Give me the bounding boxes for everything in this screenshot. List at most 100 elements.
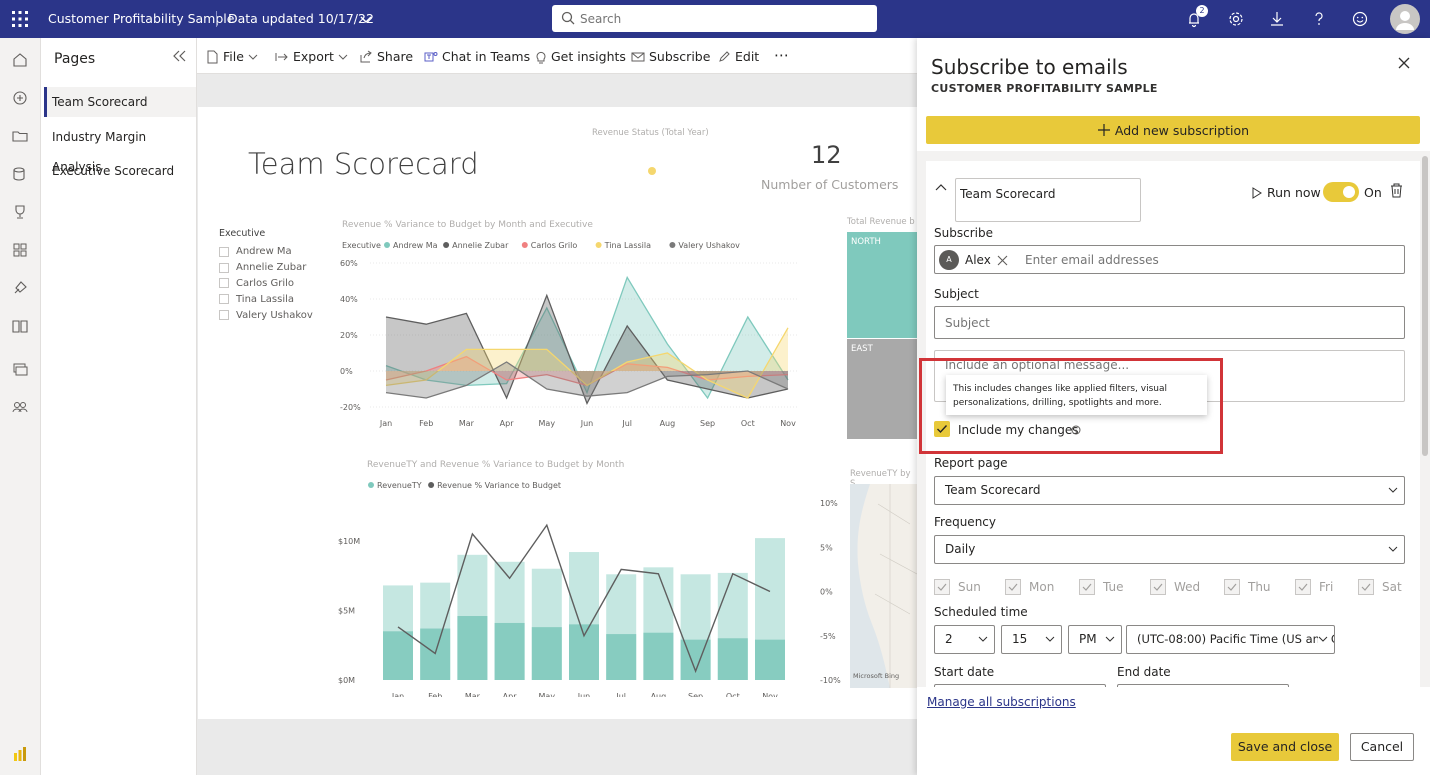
highlight-box xyxy=(919,358,1223,454)
minute-select[interactable]: 15 xyxy=(1001,625,1062,654)
day-checkbox-tue[interactable]: Tue xyxy=(1079,579,1124,595)
end-date-input[interactable] xyxy=(1117,684,1289,687)
day-checkbox-sun[interactable]: Sun xyxy=(934,579,981,595)
timezone-select[interactable]: (UTC-08:00) Pacific Time (US and C xyxy=(1126,625,1335,654)
cancel-button[interactable]: Cancel xyxy=(1350,733,1414,761)
slicer-checkbox[interactable] xyxy=(219,278,229,289)
help-icon[interactable] xyxy=(1309,9,1329,29)
workspaces-icon[interactable] xyxy=(11,360,29,378)
day-label: Tue xyxy=(1103,580,1124,594)
add-new-subscription-button[interactable]: Add new subscription xyxy=(926,116,1420,144)
close-icon[interactable] xyxy=(1397,56,1411,70)
app-title[interactable]: Customer Profitability Sample xyxy=(48,11,235,26)
chevron-down-icon[interactable] xyxy=(359,12,373,26)
slicer-item[interactable]: Tina Lassila xyxy=(219,291,313,307)
email-input[interactable] xyxy=(1025,250,1395,270)
slicer-item[interactable]: Valery Ushakov xyxy=(219,307,313,323)
smiley-icon[interactable] xyxy=(1350,9,1370,29)
pane-scrollbar[interactable] xyxy=(1420,151,1430,687)
kpi-value[interactable]: 12 xyxy=(811,141,842,169)
chevron-up-icon[interactable] xyxy=(935,183,947,193)
datahub-icon[interactable] xyxy=(11,165,29,183)
page-tab-industry-margin-analysis[interactable]: Industry Margin Analysis xyxy=(52,130,147,174)
browse-icon[interactable] xyxy=(11,127,29,145)
trash-icon[interactable] xyxy=(1390,183,1403,198)
save-and-close-button[interactable]: Save and close xyxy=(1231,733,1339,761)
slicer-item[interactable]: Annelie Zubar xyxy=(219,260,313,276)
day-checkbox-thu[interactable]: Thu xyxy=(1224,579,1271,595)
chat-in-teams-button[interactable]: Chat in Teams xyxy=(424,49,530,64)
slicer-checkbox[interactable] xyxy=(219,246,229,257)
report-page-select[interactable]: Team Scorecard xyxy=(934,476,1405,505)
toggle-state-label: On xyxy=(1364,185,1382,200)
day-checkbox-fri[interactable]: Fri xyxy=(1295,579,1333,595)
goals-icon[interactable] xyxy=(11,203,29,221)
subscription-name-input[interactable] xyxy=(955,178,1141,222)
start-date-input[interactable] xyxy=(934,684,1106,687)
export-menu[interactable]: Export xyxy=(275,49,348,64)
subscribe-button[interactable]: Subscribe xyxy=(631,49,710,64)
hour-select[interactable]: 2 xyxy=(934,625,995,654)
day-checkbox-wed[interactable]: Wed xyxy=(1150,579,1200,595)
legend-label: Revenue % Variance to Budget xyxy=(437,481,561,490)
scrollbar-thumb[interactable] xyxy=(1422,156,1428,456)
apps-icon[interactable] xyxy=(11,241,29,259)
revenue-status-indicator[interactable] xyxy=(648,167,656,175)
people-icon[interactable] xyxy=(11,398,29,416)
create-icon[interactable] xyxy=(11,89,29,107)
file-icon xyxy=(207,50,218,63)
page-tab-executive-scorecard[interactable]: Executive Scorecard xyxy=(52,164,175,178)
slicer-checkbox[interactable] xyxy=(219,262,229,273)
search-input[interactable] xyxy=(580,8,870,29)
home-icon[interactable] xyxy=(11,51,29,69)
slicer-item[interactable]: Andrew Ma xyxy=(219,244,313,260)
day-checkbox-mon[interactable]: Mon xyxy=(1005,579,1054,595)
gear-icon[interactable] xyxy=(1226,9,1246,29)
subscription-toggle[interactable] xyxy=(1323,182,1359,202)
download-icon[interactable] xyxy=(1267,9,1287,29)
collapse-pane-icon[interactable] xyxy=(171,49,187,63)
slicer-item[interactable]: Carlos Grilo xyxy=(219,276,313,292)
day-label: Sun xyxy=(958,580,981,594)
profile-avatar[interactable] xyxy=(1390,4,1420,34)
page-tab-team-scorecard[interactable]: Team Scorecard xyxy=(44,87,196,117)
frequency-select[interactable]: Daily xyxy=(934,535,1405,564)
share-button[interactable]: Share xyxy=(359,49,413,64)
subscription-scroll-area: Run now On Subscribe A Alex Subject xyxy=(917,151,1430,687)
legend-title: Executive xyxy=(342,241,381,250)
info-icon[interactable] xyxy=(1071,425,1081,435)
executive-slicer: Executive Andrew Ma Annelie Zubar Carlos G… xyxy=(219,228,313,323)
subscribe-label: Subscribe xyxy=(649,49,711,64)
recipient-chip[interactable]: A Alex xyxy=(939,249,1008,271)
learn-icon[interactable] xyxy=(11,317,29,335)
file-menu[interactable]: File xyxy=(206,49,258,64)
manage-subscriptions-link[interactable]: Manage all subscriptions xyxy=(927,695,1076,709)
run-now-button[interactable]: Run now xyxy=(1252,185,1321,200)
search-box[interactable] xyxy=(552,5,877,32)
include-changes-checkbox[interactable] xyxy=(934,421,950,437)
variance-area-chart[interactable]: Revenue % Variance to Budget by Month an… xyxy=(338,215,808,435)
more-options-button[interactable]: ⋯ xyxy=(774,46,789,64)
slicer-item-label: Valery Ushakov xyxy=(236,309,313,321)
slicer-checkbox[interactable] xyxy=(219,294,229,305)
ampm-select[interactable]: PM xyxy=(1068,625,1122,654)
legend-marker xyxy=(595,242,602,248)
slicer-checkbox[interactable] xyxy=(219,310,229,321)
treemap-tile-north[interactable]: NORTH xyxy=(847,232,917,338)
deployment-icon[interactable] xyxy=(11,279,29,297)
day-checkbox-sat[interactable]: Sat xyxy=(1358,579,1402,595)
revenue-bar-chart[interactable]: RevenueTY and Revenue % Variance to Budg… xyxy=(338,457,843,697)
remove-recipient-icon[interactable] xyxy=(997,255,1008,266)
get-insights-button[interactable]: Get insights xyxy=(535,49,626,64)
edit-button[interactable]: Edit xyxy=(718,49,759,64)
data-updated-label[interactable]: Data updated 10/17/22 xyxy=(228,11,374,26)
map-visual[interactable] xyxy=(850,484,917,688)
budget-bar xyxy=(680,639,711,680)
bell-icon[interactable] xyxy=(1184,9,1204,29)
waffle-icon[interactable] xyxy=(11,10,29,28)
y-tick-label: 0% xyxy=(340,367,353,376)
treemap-tile-east[interactable]: EAST xyxy=(847,339,917,439)
pages-header: Pages xyxy=(54,51,96,67)
recipients-field[interactable]: A Alex xyxy=(934,245,1405,274)
subject-input[interactable] xyxy=(934,306,1405,339)
